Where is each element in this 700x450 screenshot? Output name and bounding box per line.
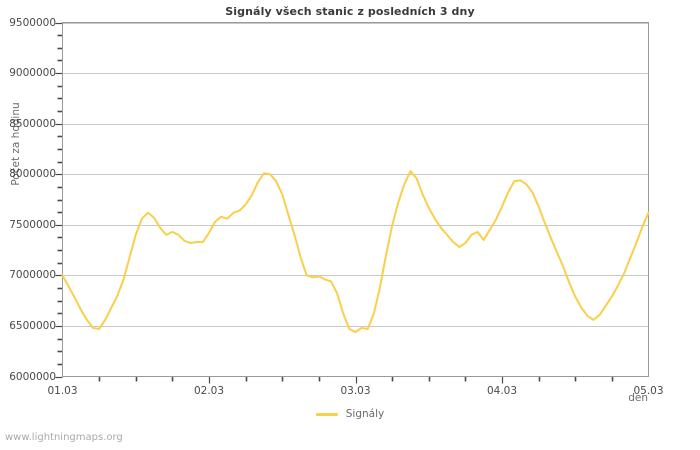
- x-tick-label: 04.03: [486, 384, 518, 397]
- gridlines-group: [62, 23, 649, 327]
- legend: Signály: [0, 408, 700, 420]
- series-line-signaly: [61, 170, 650, 333]
- y-tick-label: 9500000: [9, 16, 56, 29]
- chart-title: Signály všech stanic z posledních 3 dny: [225, 5, 475, 18]
- plot-frame: [62, 22, 649, 377]
- x-tick-label: 01.03: [47, 384, 78, 397]
- y-tick-label: 7000000: [9, 269, 56, 282]
- x-tick-label: 03.03: [340, 384, 371, 397]
- y-tick-marks-group: [55, 22, 63, 379]
- legend-swatch-signaly: [315, 412, 338, 416]
- y-tick-label: 9000000: [9, 67, 56, 80]
- y-tick-label: 7500000: [9, 218, 56, 231]
- y-tick-label: 8500000: [9, 117, 56, 130]
- x-tick-marks-group: [98, 376, 614, 384]
- x-axis-title: den: [628, 392, 648, 404]
- x-tick-label: 02.03: [193, 384, 225, 397]
- y-tick-label: 6000000: [9, 370, 56, 383]
- y-tick-label: 8000000: [9, 168, 56, 181]
- x-tick-label: 05.03: [633, 384, 664, 397]
- watermark: www.lightningmaps.org: [5, 432, 123, 443]
- y-tick-label: 6500000: [9, 319, 56, 332]
- legend-label-signaly: Signály: [345, 408, 385, 420]
